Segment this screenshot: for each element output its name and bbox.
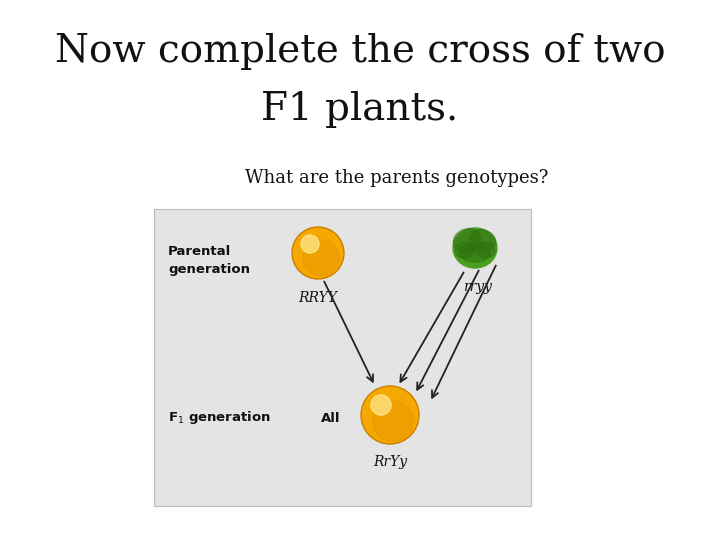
Circle shape [361, 386, 419, 444]
Text: rryy: rryy [464, 280, 492, 294]
Ellipse shape [460, 244, 490, 262]
Text: Parental: Parental [168, 245, 231, 258]
Circle shape [371, 395, 391, 415]
Ellipse shape [470, 230, 495, 251]
Text: F$_1$ generation: F$_1$ generation [168, 409, 271, 427]
Text: RRYY: RRYY [299, 291, 338, 305]
Circle shape [303, 240, 339, 276]
Text: RrYy: RrYy [373, 455, 407, 469]
Ellipse shape [455, 242, 475, 258]
Ellipse shape [454, 228, 481, 252]
Ellipse shape [475, 242, 495, 258]
Text: What are the parents genotypes?: What are the parents genotypes? [245, 169, 549, 187]
Text: F1 plants.: F1 plants. [261, 91, 459, 129]
Circle shape [301, 235, 319, 253]
Circle shape [292, 227, 344, 279]
Text: generation: generation [168, 263, 250, 276]
Text: Now complete the cross of two: Now complete the cross of two [55, 33, 665, 71]
Circle shape [373, 401, 413, 441]
FancyBboxPatch shape [154, 209, 531, 506]
Ellipse shape [453, 228, 497, 268]
Text: All: All [320, 411, 340, 424]
